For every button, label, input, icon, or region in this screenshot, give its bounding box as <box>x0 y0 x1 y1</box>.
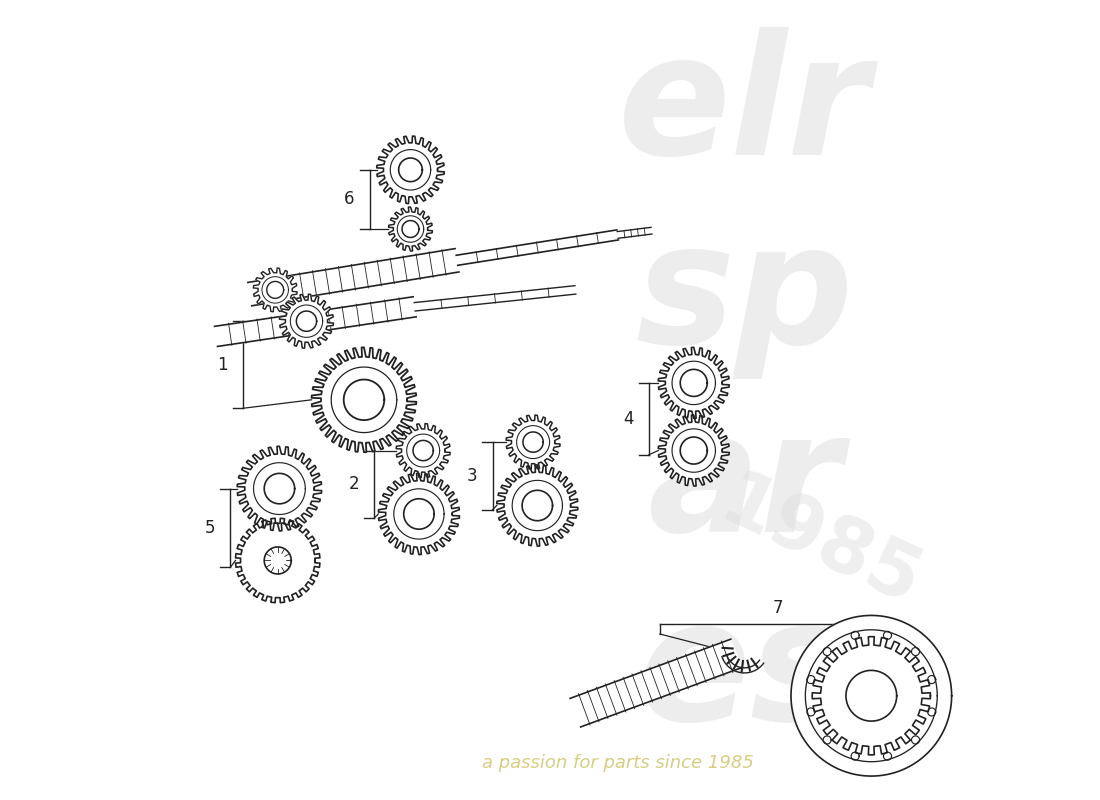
Polygon shape <box>846 670 896 721</box>
Polygon shape <box>235 518 320 602</box>
Polygon shape <box>791 615 952 776</box>
Polygon shape <box>343 379 384 420</box>
Polygon shape <box>680 437 707 464</box>
Polygon shape <box>415 286 575 311</box>
Text: 3: 3 <box>466 467 477 485</box>
Text: 1985: 1985 <box>708 465 933 622</box>
Polygon shape <box>396 423 450 478</box>
Polygon shape <box>279 294 333 348</box>
Polygon shape <box>680 370 707 397</box>
Polygon shape <box>456 230 618 266</box>
Polygon shape <box>812 637 931 755</box>
Polygon shape <box>248 249 459 306</box>
Polygon shape <box>522 432 543 452</box>
Polygon shape <box>266 282 284 298</box>
Polygon shape <box>658 415 729 486</box>
Text: 6: 6 <box>344 190 354 209</box>
Polygon shape <box>404 498 434 529</box>
Text: a passion for parts since 1985: a passion for parts since 1985 <box>482 754 754 773</box>
Text: 4: 4 <box>624 410 634 428</box>
Polygon shape <box>570 639 741 727</box>
Polygon shape <box>412 440 433 461</box>
Text: elr
sp
ar
es: elr sp ar es <box>618 27 870 756</box>
Polygon shape <box>402 221 419 238</box>
Polygon shape <box>253 268 297 312</box>
Text: 1: 1 <box>217 356 228 374</box>
Polygon shape <box>522 490 552 521</box>
Polygon shape <box>398 158 422 182</box>
Polygon shape <box>378 474 460 554</box>
Polygon shape <box>497 465 578 546</box>
Polygon shape <box>617 227 652 238</box>
Polygon shape <box>506 415 560 469</box>
Polygon shape <box>311 347 417 452</box>
Polygon shape <box>658 347 729 418</box>
Text: 7: 7 <box>773 599 783 617</box>
Polygon shape <box>238 446 321 531</box>
Text: 5: 5 <box>205 519 216 537</box>
Polygon shape <box>264 547 292 574</box>
Polygon shape <box>388 207 432 251</box>
Polygon shape <box>214 297 416 346</box>
Polygon shape <box>264 474 295 504</box>
Text: 2: 2 <box>349 475 359 494</box>
Polygon shape <box>296 311 317 331</box>
Polygon shape <box>376 136 444 203</box>
